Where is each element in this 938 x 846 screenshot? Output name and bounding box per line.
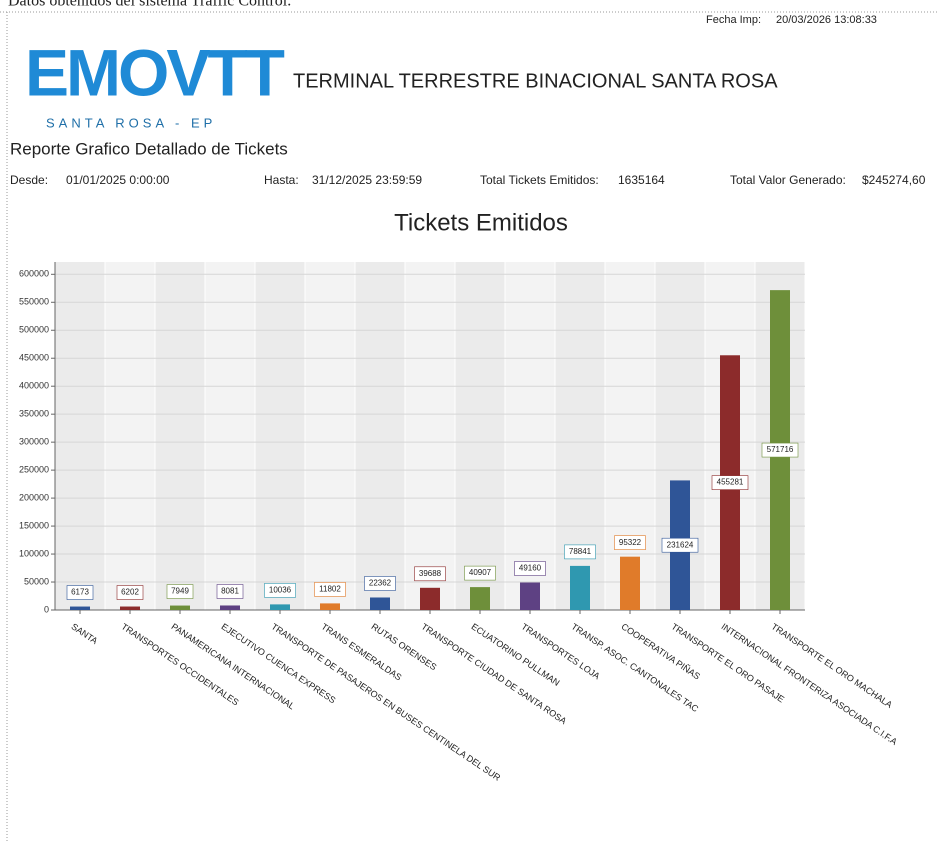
y-tick-label: 250000	[19, 465, 49, 475]
print-label: Fecha Imp:	[706, 14, 761, 26]
value-label-box	[264, 583, 296, 598]
value: $245274,60	[862, 173, 926, 187]
print-date: 20/03/2026 13:08:33	[776, 14, 877, 26]
value-label: 78841	[569, 547, 592, 556]
bar	[570, 565, 590, 610]
x-tick-label: INTERNACIONAL FRONTERIZA ASOCIADA C.I.F.…	[720, 621, 899, 747]
bar	[420, 587, 440, 610]
report-title: Reporte Grafico Detallado de Tickets	[10, 139, 288, 158]
plot-band	[255, 262, 305, 610]
y-tick-label: 100000	[19, 548, 49, 558]
y-tick-label: 300000	[19, 437, 49, 447]
y-tick-label: 400000	[19, 381, 49, 391]
x-tick-label: ECUATORINO PULLMAN	[470, 621, 562, 688]
y-tick-label: 150000	[19, 520, 49, 530]
value-label: 39688	[419, 569, 442, 578]
from: 01/01/2025 0:00:00	[66, 173, 170, 187]
value-label-box	[514, 561, 546, 576]
x-tick-label: SANTA	[70, 621, 100, 646]
value-label: 571716	[767, 445, 794, 454]
y-tick-label: 550000	[19, 297, 49, 307]
from-label: Desde:	[10, 173, 48, 187]
value-label: 40907	[469, 568, 492, 577]
value-label-box	[464, 565, 496, 581]
value-label-box	[661, 537, 699, 553]
value-label-box	[614, 535, 646, 550]
plot-band	[155, 262, 205, 610]
value-label-box	[66, 585, 94, 600]
tickets: 1635164	[618, 173, 665, 187]
value-label-box	[166, 584, 194, 599]
plot-band	[355, 262, 405, 610]
y-tick-label: 500000	[19, 325, 49, 335]
value-label-box	[314, 582, 346, 597]
y-tick-label: 450000	[19, 353, 49, 363]
bar	[170, 605, 190, 610]
logo: EMOVTT	[25, 35, 285, 109]
plot-band	[455, 262, 505, 610]
value-label: 7949	[171, 587, 189, 596]
value-label-box	[564, 544, 596, 560]
bar	[370, 597, 390, 610]
value-label: 8081	[221, 587, 239, 596]
y-tick-label: 600000	[19, 269, 49, 279]
plot-band	[55, 262, 105, 610]
y-tick-label: 50000	[24, 576, 49, 586]
value-label-box	[711, 475, 749, 490]
value-label-box	[364, 576, 396, 591]
value-label: 6173	[71, 588, 89, 597]
bar	[620, 556, 640, 610]
y-tick-label: 350000	[19, 409, 49, 419]
y-tick-label: 200000	[19, 492, 49, 502]
value-label: 11802	[319, 585, 341, 594]
to-label: Hasta:	[264, 173, 299, 187]
value-label: Total Valor Generado:	[730, 173, 846, 187]
value-label: 455281	[717, 478, 744, 487]
source-note: Datos obtenidos del sistema Traffic Cont…	[8, 0, 291, 10]
value-label-box	[216, 584, 244, 599]
y-tick-label: 0	[44, 604, 49, 614]
logo-subtitle: SANTA ROSA - EP	[46, 115, 216, 130]
value-label: 95322	[619, 538, 642, 547]
bar	[70, 606, 90, 610]
tickets-label: Total Tickets Emitidos:	[480, 173, 599, 187]
value-label-box	[761, 442, 799, 458]
value-label-box	[414, 566, 446, 582]
value-label-box	[116, 585, 144, 600]
value-label: 6202	[121, 588, 139, 597]
value-label: 49160	[519, 564, 542, 573]
x-tick-label: TRANSPORTE DE PASAJEROS EN BUSES CENTINE…	[270, 621, 503, 783]
bar	[120, 606, 140, 610]
x-tick-label: TRANS ESMERALDAS	[320, 621, 404, 682]
bar	[520, 582, 540, 610]
bar	[470, 587, 490, 610]
organization: TERMINAL TERRESTRE BINACIONAL SANTA ROSA	[293, 70, 778, 92]
bar	[220, 605, 240, 610]
to: 31/12/2025 23:59:59	[312, 173, 422, 187]
bar	[320, 603, 340, 610]
value-label: 10036	[269, 585, 292, 594]
chart-title: Tickets Emitidos	[394, 209, 568, 236]
bar	[270, 604, 290, 610]
value-label: 22362	[369, 579, 392, 588]
value-label: 231624	[667, 540, 694, 549]
